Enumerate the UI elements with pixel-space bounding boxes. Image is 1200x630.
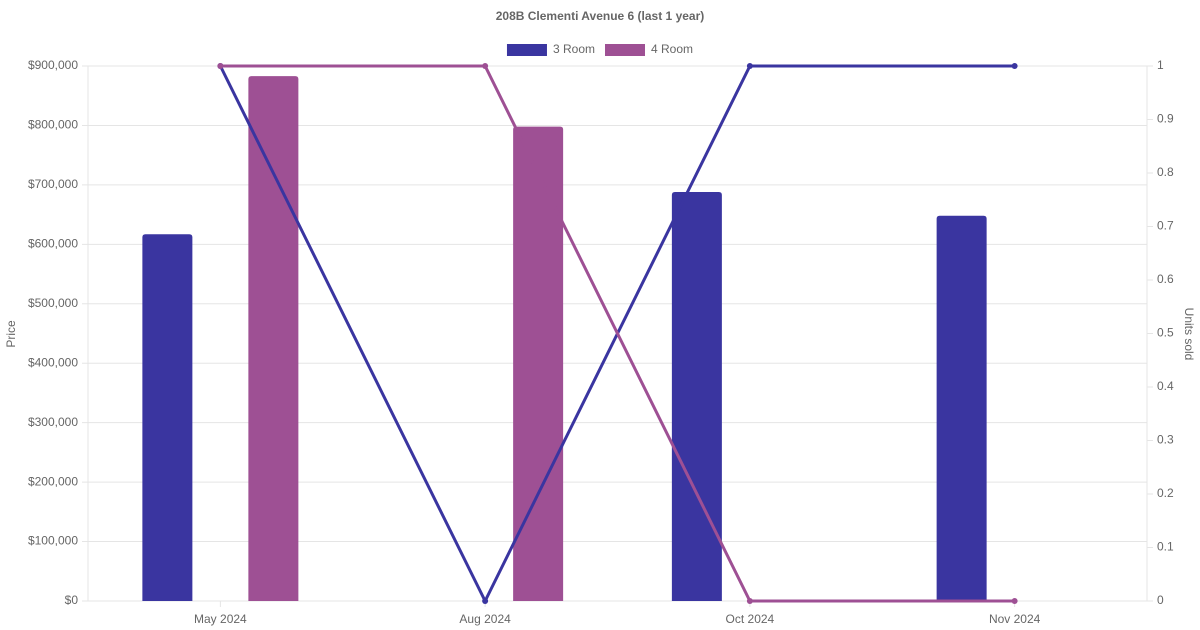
y2-tick-label: 0.6: [1157, 272, 1174, 286]
x-tick-label: May 2024: [194, 612, 247, 626]
y-tick-label: $0: [65, 593, 79, 607]
y-tick-label: $900,000: [28, 58, 78, 72]
bar: [248, 76, 299, 602]
x-tick-label: Nov 2024: [989, 612, 1041, 626]
y2-axis-title: Units sold: [1182, 308, 1196, 361]
y-tick-label: $400,000: [28, 355, 78, 369]
bar: [671, 192, 722, 601]
x-tick-label: Oct 2024: [726, 612, 775, 626]
y2-tick-label: 0.4: [1157, 379, 1174, 393]
y2-tick-label: 0.2: [1157, 486, 1174, 500]
y-tick-label: $500,000: [28, 296, 78, 310]
y-tick-label: $100,000: [28, 534, 78, 548]
legend-label: 3 Room: [553, 42, 595, 56]
legend-swatch: [506, 44, 547, 56]
y2-tick-label: 0.7: [1157, 219, 1174, 233]
point: [746, 63, 753, 69]
y2-tick-label: 0.8: [1157, 165, 1174, 179]
point: [1011, 63, 1018, 69]
y-axis-title: Price: [4, 320, 18, 348]
x-tick-label: Aug 2024: [459, 612, 511, 626]
y-tick-label: $700,000: [28, 177, 78, 191]
y2-tick-label: 0.9: [1157, 112, 1174, 126]
y-tick-label: $200,000: [28, 474, 78, 488]
bar: [513, 126, 564, 601]
point: [482, 63, 489, 69]
y-tick-label: $600,000: [28, 237, 78, 251]
legend-swatch: [605, 44, 645, 56]
bar: [142, 234, 193, 601]
point: [217, 63, 224, 69]
bar: [936, 215, 987, 602]
y-tick-label: $800,000: [28, 118, 78, 132]
point: [1011, 598, 1018, 604]
chart-title: 208B Clementi Avenue 6 (last 1 year): [496, 9, 705, 23]
y2-tick-label: 0.3: [1157, 433, 1174, 447]
legend-label: 4 Room: [651, 42, 693, 56]
y2-tick-label: 0.5: [1157, 326, 1174, 340]
line: [220, 64, 1015, 603]
point: [746, 598, 753, 604]
y-tick-label: $300,000: [28, 415, 78, 429]
point: [482, 598, 489, 604]
y2-tick-label: 0: [1157, 593, 1164, 607]
y2-tick-label: 0.1: [1157, 540, 1174, 554]
y2-tick-label: 1: [1157, 58, 1164, 72]
